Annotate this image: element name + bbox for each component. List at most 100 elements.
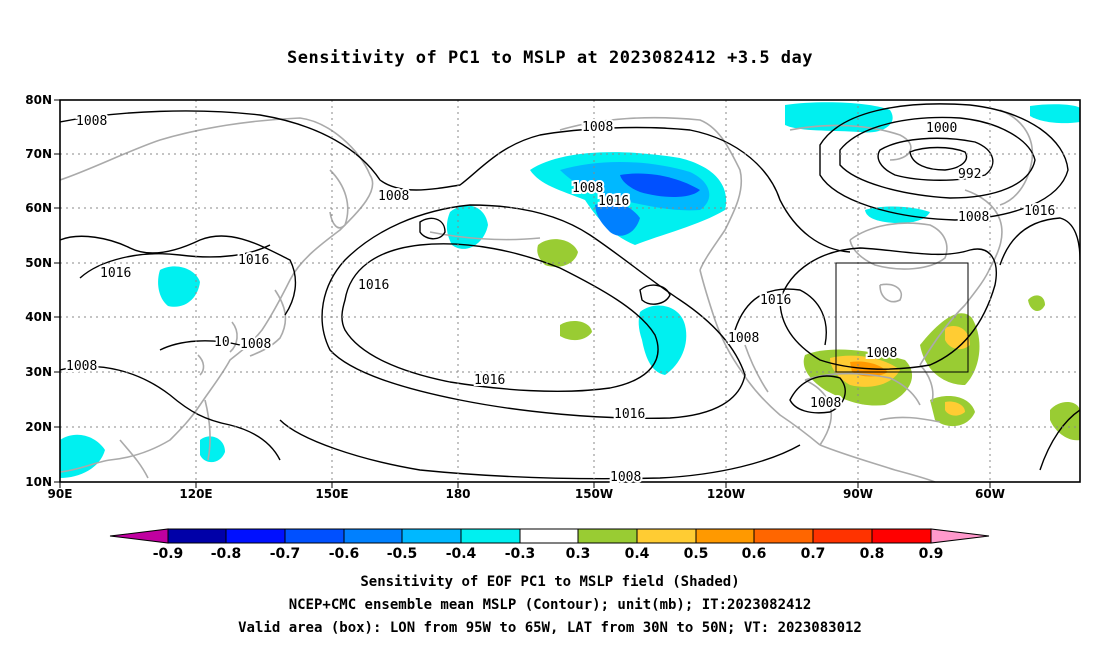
shade-pos-atlantic-2: [1028, 295, 1045, 312]
coast-aleutian: [429, 231, 541, 241]
coast-japan: [249, 289, 287, 357]
lon-label: 120E: [179, 487, 212, 501]
colorbar-label: -0.9: [153, 546, 184, 562]
contour-label: 1016: [358, 278, 389, 293]
contour-label: 1008: [76, 114, 107, 129]
coast-asia: [60, 117, 374, 473]
colorbar-label: -0.3: [505, 546, 536, 562]
colorbar-box: [460, 528, 521, 544]
lon-label: 90E: [48, 487, 73, 501]
contour-label: 1008: [866, 346, 897, 361]
coast-indochina: [119, 439, 149, 479]
colorbar-label: -0.4: [446, 546, 477, 562]
coast-great-lakes: [879, 283, 902, 303]
lat-labels: 80N 70N 60N 50N 40N 30N 20N 10N: [25, 93, 52, 489]
lat-label: 50N: [25, 256, 52, 270]
shade-pos-caribbean-yellow: [945, 401, 965, 416]
map-title: Sensitivity of PC1 to MSLP at 2023082412…: [286, 48, 813, 68]
coast-alaska: [559, 116, 743, 271]
lon-label: 150W: [575, 487, 613, 501]
lat-label: 20N: [25, 420, 52, 434]
colorbar-box: [343, 528, 403, 544]
contour-1008-outer-pacific: [279, 419, 801, 480]
coast-kamchatka: [329, 169, 349, 229]
contour-label: 1008: [958, 210, 989, 225]
shade-neg-south-china: [60, 434, 105, 478]
lat-label: 60N: [25, 201, 52, 215]
contour-label: 1016: [598, 194, 629, 209]
footer-description: Sensitivity of EOF PC1 to MSLP field (Sh…: [360, 574, 740, 590]
shade-neg-philippines: [200, 436, 225, 463]
coast-greenland: [999, 109, 1034, 206]
contour-low-ring-1: [819, 103, 1069, 221]
colorbar-box: [871, 528, 932, 544]
contour-label: 1008: [582, 120, 613, 135]
shade-pos-atlantic: [1050, 401, 1080, 441]
coastlines: [60, 109, 1034, 482]
contour-label: 1016: [474, 373, 505, 388]
contour-label: 1008: [240, 337, 271, 352]
contour-1000-arctic-low: [839, 116, 1036, 199]
coast-east-us: [919, 267, 991, 366]
shade-pos-pacific-green-2: [560, 320, 592, 341]
coast-hudson: [849, 222, 948, 270]
shade-neg-arctic: [785, 102, 893, 133]
colorbar-box: [225, 528, 286, 544]
shade-neg-north-pacific-deep: [620, 173, 700, 197]
coast-taiwan: [197, 354, 205, 376]
colorbar-label: -0.6: [329, 546, 360, 562]
contour-label: 1016: [238, 253, 269, 268]
contour-1016-east-atlantic: [1039, 409, 1080, 471]
contour-label: 1016: [614, 407, 645, 422]
contour-992-core: [909, 146, 968, 171]
colorbar-box: [284, 528, 345, 544]
colorbar-label: 0.5: [684, 546, 709, 562]
contour-label: 1008: [728, 331, 759, 346]
shaded-regions: [60, 102, 1080, 478]
colorbar-label: 0.4: [625, 546, 650, 562]
colorbar-label: 0.8: [860, 546, 885, 562]
contour-label: 1016: [760, 293, 791, 308]
footer-valid-area: Valid area (box): LON from 95W to 65W, L…: [238, 620, 862, 636]
shade-neg-gulf-alaska: [595, 202, 640, 236]
contour-label: 1008: [610, 470, 641, 485]
contour-1008-small-pac: [419, 217, 446, 240]
lon-label: 120W: [707, 487, 745, 501]
shade-neg-east-asia: [158, 266, 200, 307]
contour-label: 992: [958, 167, 981, 182]
contour-label: 1016: [100, 266, 131, 281]
colorbar-label: 0.6: [742, 546, 767, 562]
lon-label: 180: [445, 487, 470, 501]
colorbar-low-triangle: [109, 528, 169, 544]
coast-mexico: [804, 379, 832, 446]
contour-1016-pacific-high: [341, 243, 659, 393]
footer-contour-info: NCEP+CMC ensemble mean MSLP (Contour); u…: [288, 597, 812, 613]
coast-baja: [744, 344, 769, 393]
coast-korea: [229, 321, 238, 353]
contour-label: 1008: [572, 181, 603, 196]
contour-992-inner: [877, 137, 994, 181]
mslp-contours: [60, 103, 1080, 480]
lat-label: 30N: [25, 365, 52, 379]
colorbar-label: 0.7: [801, 546, 826, 562]
lat-label: 10N: [25, 475, 52, 489]
colorbar-box: [401, 528, 462, 544]
colorbar-label: -0.8: [211, 546, 242, 562]
colorbar-high-triangle: [930, 528, 990, 544]
lat-label: 40N: [25, 310, 52, 324]
colorbar-box: [519, 528, 579, 544]
colorbar-box: [636, 528, 697, 544]
colorbar: -0.9 -0.8 -0.7 -0.6 -0.5 -0.4 -0.3 0.3 0…: [109, 528, 990, 562]
colorbar-box: [695, 528, 755, 544]
contour-1016-us: [734, 288, 827, 346]
contour-small-high: [639, 284, 671, 305]
plot-border: [59, 99, 1081, 483]
contour-1008-north: [60, 110, 851, 253]
shade-neg-labrador: [865, 206, 930, 224]
shade-neg-central-pacific: [446, 205, 488, 249]
colorbar-label: 0.9: [919, 546, 944, 562]
contour-label: 1016: [1024, 204, 1055, 219]
shade-pos-pacific-green: [537, 239, 578, 267]
contour-1016-outer: [321, 204, 746, 419]
colorbar-label: -0.7: [270, 546, 301, 562]
